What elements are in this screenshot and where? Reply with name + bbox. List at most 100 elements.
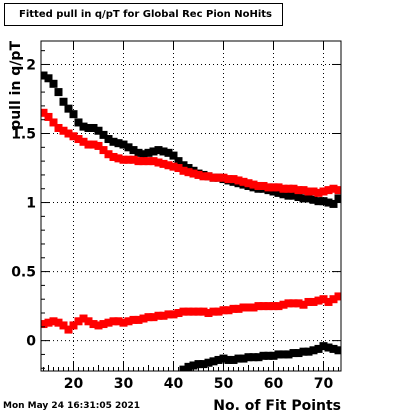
data-point — [164, 161, 173, 170]
data-point — [44, 318, 53, 327]
data-point — [184, 307, 193, 316]
data-point — [314, 197, 323, 206]
data-point — [84, 123, 93, 132]
data-point — [279, 300, 288, 309]
data-point — [69, 132, 78, 141]
data-point — [234, 176, 243, 185]
data-point — [309, 346, 318, 355]
data-point — [59, 126, 68, 135]
data-point — [89, 123, 98, 132]
data-point — [279, 350, 288, 359]
data-point — [94, 126, 103, 135]
data-point — [314, 344, 323, 353]
data-point — [274, 350, 283, 359]
data-point — [69, 321, 78, 330]
data-point — [269, 183, 278, 192]
data-point — [169, 310, 178, 319]
data-point — [324, 198, 333, 207]
data-point — [54, 318, 63, 327]
data-point — [104, 318, 113, 327]
data-point — [319, 295, 328, 304]
data-point — [134, 157, 143, 166]
x-tick-label: 70 — [314, 376, 334, 392]
data-point — [219, 306, 228, 315]
data-point — [289, 349, 298, 358]
data-point — [224, 175, 233, 184]
data-point — [41, 108, 48, 117]
data-point — [149, 147, 158, 156]
data-point — [164, 310, 173, 319]
data-point — [119, 140, 128, 149]
data-point — [109, 137, 118, 146]
data-point — [224, 355, 233, 364]
data-point — [309, 195, 318, 204]
data-point — [149, 157, 158, 166]
data-point — [249, 353, 258, 362]
data-point — [41, 320, 48, 329]
data-point — [199, 307, 208, 316]
data-point — [259, 302, 268, 311]
y-tick-label: 0 — [26, 334, 36, 350]
data-point — [264, 302, 273, 311]
data-point — [269, 187, 278, 196]
data-point — [119, 155, 128, 164]
data-point — [254, 302, 263, 311]
x-tick-label: 60 — [264, 376, 284, 392]
data-point — [179, 166, 188, 175]
data-point — [189, 169, 198, 178]
data-point — [304, 297, 313, 306]
data-point — [179, 161, 188, 170]
data-point — [59, 321, 68, 330]
data-point — [184, 168, 193, 177]
data-point — [184, 362, 193, 371]
data-point — [274, 188, 283, 197]
data-point — [154, 158, 163, 167]
data-point — [129, 315, 138, 324]
data-point — [64, 325, 73, 334]
data-point — [174, 164, 183, 173]
data-point — [309, 187, 318, 196]
data-point — [129, 146, 138, 155]
data-point — [314, 188, 323, 197]
data-point — [214, 173, 223, 182]
data-point — [239, 177, 248, 186]
data-point — [254, 181, 263, 190]
data-point — [41, 71, 48, 80]
data-point — [334, 346, 341, 355]
y-tick-label: 2 — [26, 57, 36, 73]
data-point — [84, 140, 93, 149]
data-point — [294, 193, 303, 202]
data-point — [314, 296, 323, 305]
data-point — [194, 170, 203, 179]
data-point — [99, 130, 108, 139]
data-point — [114, 317, 123, 326]
data-point — [144, 313, 153, 322]
series-3 — [179, 342, 341, 371]
data-point — [304, 194, 313, 203]
data-point — [279, 184, 288, 193]
data-point — [159, 147, 168, 156]
data-point — [259, 351, 268, 360]
data-point — [229, 355, 238, 364]
x-tick-label: 40 — [164, 376, 184, 392]
data-point — [204, 309, 213, 318]
data-point — [259, 181, 268, 190]
data-point — [254, 353, 263, 362]
data-point — [189, 361, 198, 370]
data-point — [279, 190, 288, 199]
data-point — [179, 307, 188, 316]
data-point — [229, 304, 238, 313]
data-point — [299, 186, 308, 195]
data-point — [69, 110, 78, 119]
data-point — [264, 183, 273, 192]
data-point — [299, 194, 308, 203]
data-point — [299, 300, 308, 309]
data-point — [119, 318, 128, 327]
data-point — [99, 320, 108, 329]
data-point — [319, 342, 328, 351]
x-axis-label: No. of Fit Points — [213, 398, 341, 414]
data-point — [274, 183, 283, 192]
data-point — [144, 148, 153, 157]
data-point — [234, 304, 243, 313]
data-point — [109, 152, 118, 161]
